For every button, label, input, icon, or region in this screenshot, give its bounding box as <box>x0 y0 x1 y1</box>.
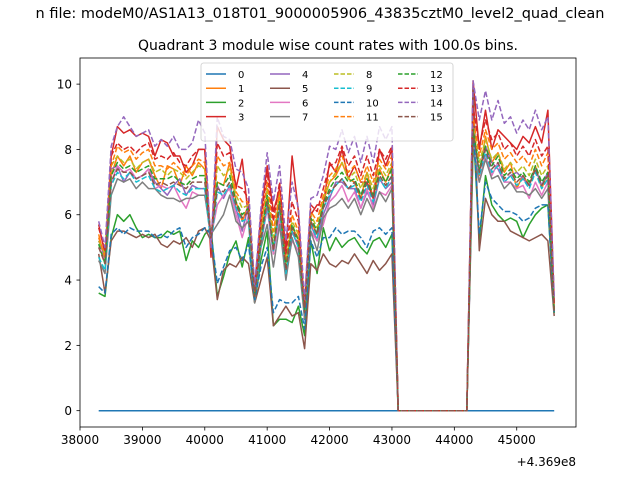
x-tick-label: 41000 <box>248 433 286 447</box>
legend-label-11: 11 <box>366 113 379 124</box>
x-tick-label: 40000 <box>186 433 224 447</box>
legend-label-13: 13 <box>430 84 443 95</box>
series-line-14 <box>97 80 555 412</box>
series-line-7 <box>98 148 555 412</box>
x-tick-label: 42000 <box>310 433 348 447</box>
legend-label-2: 2 <box>238 98 244 109</box>
y-tick-label: 2 <box>64 339 72 353</box>
x-tick-label: 39000 <box>123 433 161 447</box>
series-line-15 <box>98 132 555 412</box>
legend-label-7: 7 <box>302 113 308 124</box>
legend-label-8: 8 <box>366 70 372 81</box>
legend-label-10: 10 <box>366 98 379 109</box>
legend-label-0: 0 <box>238 70 244 81</box>
series-line-12 <box>97 129 555 412</box>
chart-title: Quadrant 3 module wise count rates with … <box>138 38 518 54</box>
figure-suptitle: n file: modeM0/AS1A13_018T01_9000005906_… <box>36 6 605 22</box>
y-tick-label: 4 <box>64 274 72 288</box>
series-line-10 <box>98 122 555 412</box>
legend-label-3: 3 <box>238 113 244 124</box>
y-tick-label: 0 <box>64 404 72 418</box>
x-tick-label: 44000 <box>435 433 473 447</box>
legend-label-5: 5 <box>302 84 308 95</box>
plot-area <box>97 80 555 412</box>
axes: 38000 39000 40000 41000 42000 43000 44000 45000… <box>57 57 577 447</box>
series-line-11 <box>97 116 555 412</box>
axes-frame <box>79 57 577 428</box>
legend-label-15: 15 <box>430 113 443 124</box>
x-axis-offset-label: +4.369e8 <box>517 455 576 469</box>
legend-label-1: 1 <box>238 84 244 95</box>
legend-label-12: 12 <box>430 70 443 81</box>
x-tick-label: 45000 <box>498 433 536 447</box>
series-line-13 <box>97 106 555 412</box>
x-tick-label: 43000 <box>373 433 411 447</box>
legend-label-6: 6 <box>302 98 308 109</box>
series-line-8 <box>98 125 555 412</box>
y-tick-label: 10 <box>57 78 72 92</box>
y-tick-label: 6 <box>64 208 72 222</box>
series-line-9 <box>98 135 555 412</box>
legend-box <box>200 62 454 142</box>
legend-label-4: 4 <box>302 70 308 81</box>
y-tick-label: 8 <box>64 143 72 157</box>
legend-label-9: 9 <box>366 84 372 95</box>
legend-label-14: 14 <box>430 98 443 109</box>
x-tick-label: 38000 <box>61 433 99 447</box>
